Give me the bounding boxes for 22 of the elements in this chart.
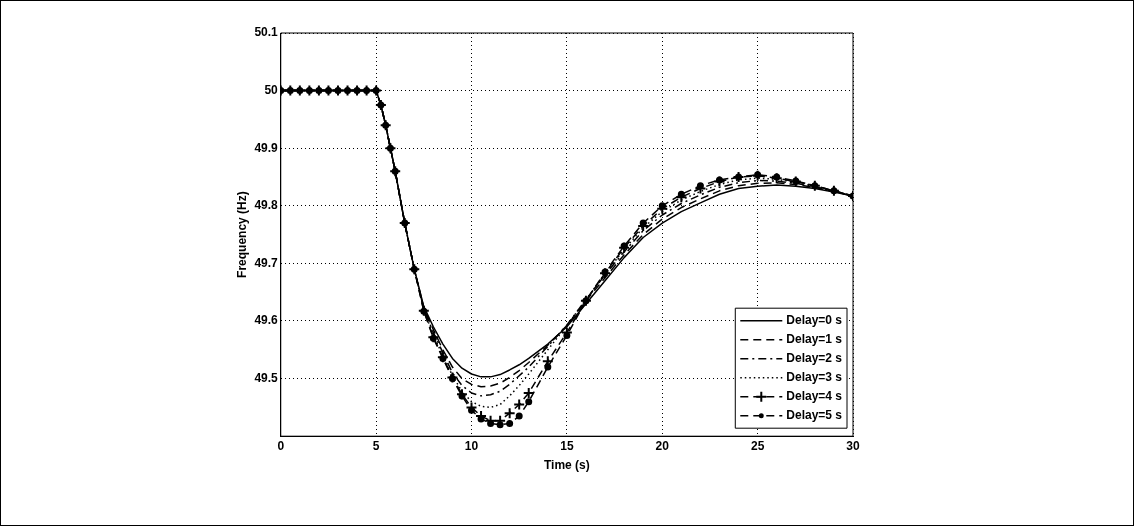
- legend-label: Delay=4 s: [786, 389, 843, 404]
- y-tick-label: 49.8: [254, 198, 279, 213]
- x-tick-label: 5: [372, 438, 380, 453]
- x-tick-label: 30: [846, 438, 860, 453]
- legend-label: Delay=1 s: [786, 332, 843, 347]
- x-tick-label: 10: [464, 438, 479, 453]
- x-tick-label: 20: [655, 438, 670, 453]
- legend-label: Delay=0 s: [786, 313, 843, 328]
- y-tick-label: 50.1: [254, 25, 279, 40]
- legend-label: Delay=3 s: [786, 370, 843, 385]
- x-tick-label: 25: [750, 438, 765, 453]
- x-tick-label: 15: [560, 438, 574, 453]
- x-tick-label: 0: [277, 438, 285, 453]
- y-tick-label: 49.6: [254, 313, 279, 328]
- x-axis-title: Time (s): [543, 458, 590, 473]
- y-tick-label: 49.9: [254, 140, 279, 155]
- y-tick-label: 49.7: [254, 255, 279, 270]
- legend-label: Delay=5 s: [786, 408, 843, 423]
- legend-label: Delay=2 s: [786, 351, 843, 366]
- y-axis-title: Frequency (Hz): [234, 191, 249, 278]
- y-tick-label: 49.5: [254, 370, 279, 385]
- y-tick-label: 50: [264, 82, 279, 97]
